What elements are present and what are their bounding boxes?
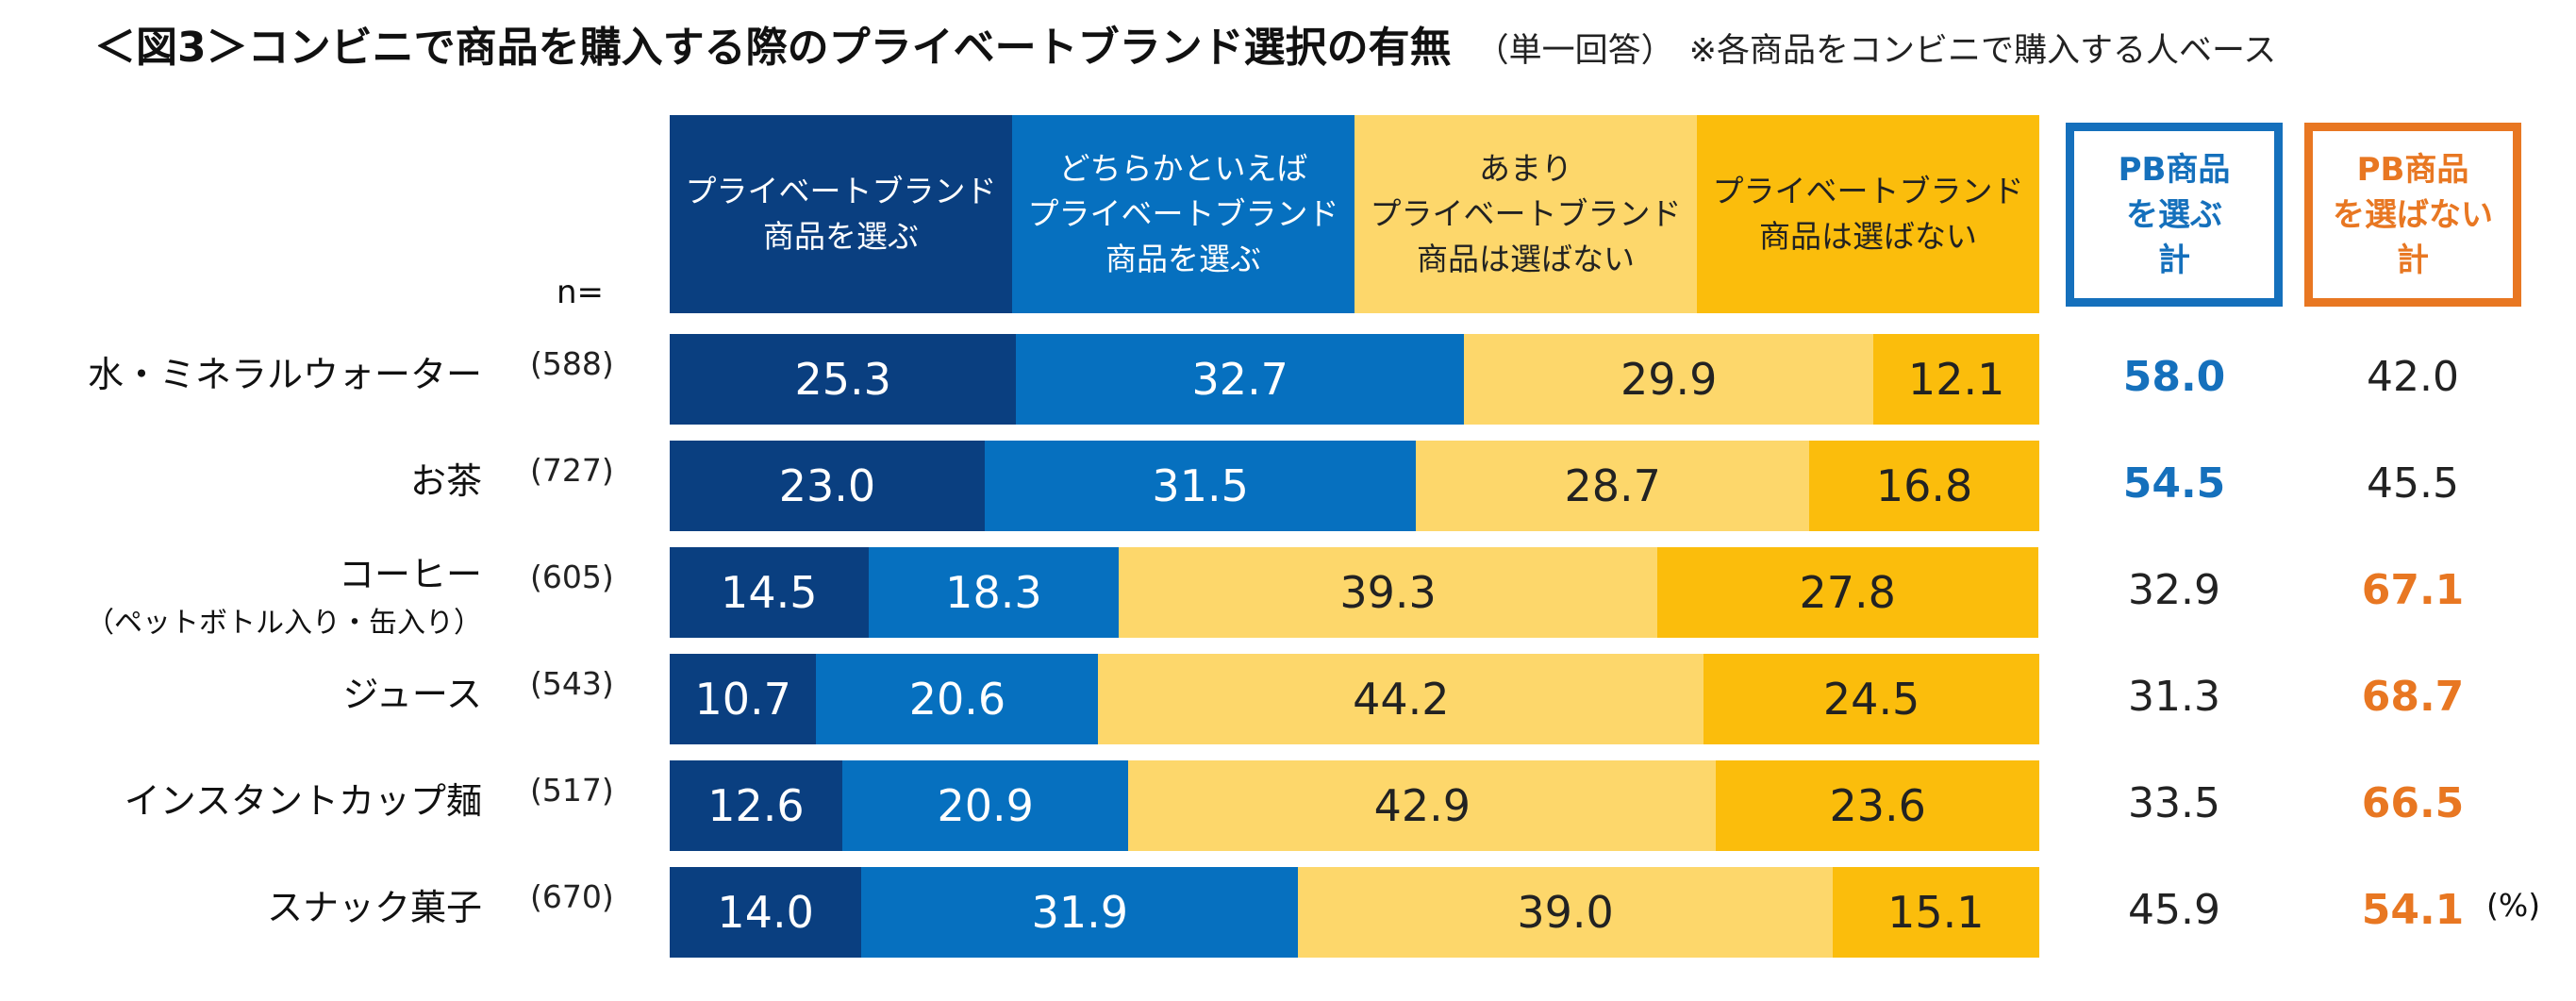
bar-segment: 18.3: [868, 547, 1120, 638]
title-sub: （単一回答）: [1475, 32, 1674, 70]
bar-segment: 44.2: [1098, 654, 1704, 744]
bar-segment: 39.3: [1119, 547, 1657, 638]
bar-segment: 29.9: [1464, 334, 1874, 425]
total-not-value: 67.1: [2361, 566, 2465, 614]
sample-size: (588): [530, 345, 614, 382]
category-name: 水・ミネラルウォーター: [87, 354, 482, 395]
unit-label: (%): [2486, 887, 2541, 924]
total-not-value: 68.7: [2361, 673, 2465, 721]
total-choose-value: 45.9: [2128, 886, 2220, 934]
bar-segment: 20.9: [841, 760, 1129, 851]
total-choose-header: PB商品 を選ぶ 計: [2066, 123, 2283, 307]
series-header-3: あまり プライベートブランド 商品は選ばない: [1354, 115, 1697, 313]
category-label: コーヒー （ペットボトル入り・缶入り）: [86, 545, 482, 641]
bar-segment: 20.6: [816, 654, 1099, 744]
sample-size: (605): [530, 559, 614, 595]
bar-segment: 14.0: [670, 867, 862, 958]
total-not-value: 42.0: [2367, 353, 2459, 401]
bar-segment: 12.1: [1873, 334, 2039, 425]
category-label: インスタントカップ麺: [125, 772, 482, 824]
category-name: コーヒー: [338, 554, 482, 595]
total-choose-value: 32.9: [2128, 566, 2220, 614]
category-subname: （ペットボトル入り・缶入り）: [86, 607, 482, 640]
total-not-header: PB商品 を選ばない 計: [2304, 123, 2521, 307]
total-choose-value: 54.5: [2122, 459, 2226, 508]
category-label: 水・ミネラルウォーター: [88, 345, 482, 397]
category-name: ジュース: [342, 674, 482, 715]
category-label: スナック菓子: [267, 878, 482, 930]
chart-title: ＜図3＞コンビニで商品を購入する際のプライベートブランド選択の有無 （単一回答）…: [94, 13, 2276, 89]
category-label: お茶: [410, 452, 482, 504]
category-label: ジュース: [343, 665, 482, 717]
sample-size: (543): [530, 665, 614, 702]
series-header-1: プライベートブランド 商品を選ぶ: [670, 115, 1012, 313]
title-main: ＜図3＞コンビニで商品を購入する際のプライベートブランド選択の有無: [94, 24, 1452, 72]
total-choose-value: 33.5: [2128, 779, 2220, 827]
series-header-2: どちらかといえば プライベートブランド 商品を選ぶ: [1012, 115, 1354, 313]
category-name: お茶: [409, 460, 482, 502]
bar-segment: 32.7: [1016, 334, 1465, 425]
bar-segment: 23.0: [670, 441, 985, 531]
bar-segment: 28.7: [1416, 441, 1810, 531]
series-header-4: プライベートブランド 商品は選ばない: [1697, 115, 2039, 313]
bar-segment: 31.9: [861, 867, 1299, 958]
bar-segment: 23.6: [1716, 760, 2039, 851]
bar-segment: 16.8: [1809, 441, 2039, 531]
category-name: インスタントカップ麺: [124, 780, 482, 822]
bar-segment: 14.5: [670, 547, 869, 638]
bar-segment: 39.0: [1298, 867, 1833, 958]
sample-size: (670): [530, 878, 614, 915]
sample-size: (727): [530, 452, 614, 489]
bar-segment: 10.7: [670, 654, 817, 744]
sample-size: (517): [530, 772, 614, 809]
total-not-value: 54.1: [2361, 886, 2465, 934]
bar-segment: 12.6: [670, 760, 842, 851]
total-choose-value: 31.3: [2128, 673, 2220, 721]
bar-segment: 25.3: [670, 334, 1017, 425]
n-label: n=: [557, 274, 605, 311]
total-choose-value: 58.0: [2122, 353, 2226, 401]
title-note: ※各商品をコンビニで購入する人ベース: [1688, 32, 2277, 70]
bar-segment: 27.8: [1656, 547, 2038, 638]
bar-segment: 24.5: [1703, 654, 2039, 744]
total-not-value: 66.5: [2361, 779, 2465, 827]
category-name: スナック菓子: [266, 887, 482, 928]
bar-segment: 31.5: [984, 441, 1417, 531]
total-not-value: 45.5: [2367, 459, 2459, 508]
bar-segment: 42.9: [1128, 760, 1717, 851]
bar-segment: 15.1: [1832, 867, 2039, 958]
